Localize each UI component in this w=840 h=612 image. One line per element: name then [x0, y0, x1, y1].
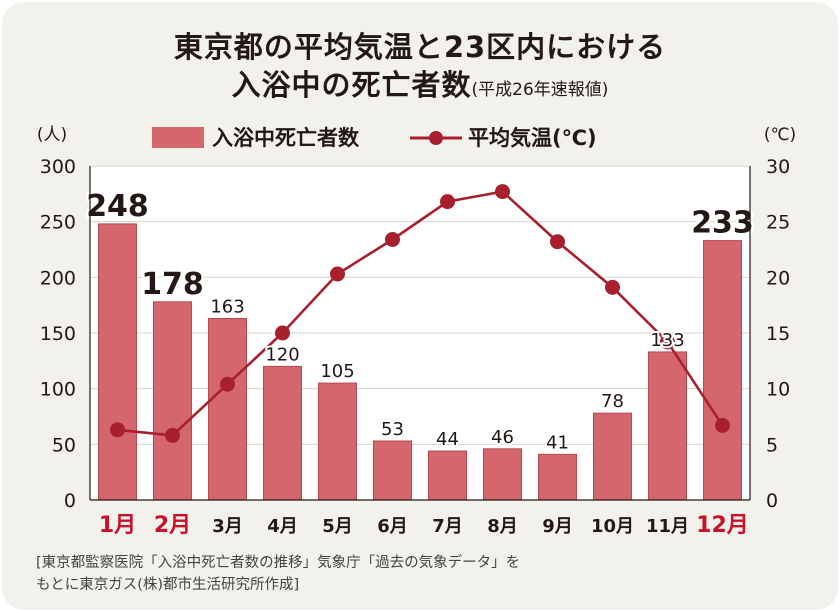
temperature-point	[165, 427, 180, 443]
chart-title-line2: 入浴中の死亡者数(平成26年速報値)	[2, 62, 838, 104]
source-note-line2: もとに東京ガス(株)都市生活研究所作成]	[36, 577, 300, 593]
gridlines	[90, 165, 750, 445]
x-axis-tick-label: 9月	[542, 516, 573, 537]
bar	[483, 448, 522, 501]
temperature-line	[117, 190, 724, 437]
x-axis-tick-label: 8月	[487, 516, 518, 537]
bar	[703, 240, 742, 501]
bar-value-label: 163	[210, 297, 244, 318]
bar-value-label: 44	[436, 429, 459, 450]
left-axis-tick-label: 50	[52, 434, 76, 456]
bar-value-label: 248	[86, 189, 149, 224]
x-axis-tick-label: 2月	[154, 513, 191, 538]
bar-value-labels: 248 178 163 120 105 53 44 46 41 78 133 233	[84, 186, 757, 455]
left-axis-unit-label: (人)	[37, 125, 67, 145]
bar-value-label: 105	[320, 361, 354, 382]
bar	[208, 318, 247, 501]
temperature-point	[220, 376, 235, 392]
right-axis-tick-label: 10	[766, 379, 790, 401]
temperature-point	[495, 184, 510, 200]
bar-value-label: 78	[601, 391, 624, 412]
x-axis-tick-label: 5月	[322, 516, 353, 537]
bar	[318, 382, 357, 501]
bar-value-label: 178	[141, 267, 204, 302]
temperature-point	[330, 266, 345, 282]
left-axis-tick-label: 100	[40, 379, 76, 401]
right-axis-tick-label: 15	[766, 323, 790, 345]
x-axis-tick-label: 10月	[591, 516, 634, 537]
bar-value-label: 120	[265, 344, 299, 365]
temperature-point	[605, 279, 620, 295]
right-axis-tick-label: 5	[766, 434, 778, 456]
temperature-point	[440, 194, 455, 210]
left-axis-tick-label: 300	[40, 156, 76, 178]
bar-value-label: 46	[491, 427, 514, 448]
chart-title-sub: (平成26年速報値)	[471, 80, 609, 100]
chart-title-main: 入浴中の死亡者数	[231, 68, 472, 102]
left-axis-tick-label: 0	[64, 490, 76, 512]
temperature-point	[275, 325, 290, 341]
x-axis-tick-label: 12月	[696, 513, 749, 538]
x-axis-tick-label: 11月	[646, 516, 689, 537]
bar	[593, 412, 632, 501]
bar	[648, 351, 687, 501]
legend: 入浴中死亡者数 平均気温(℃)	[152, 126, 597, 150]
legend-bar-swatch	[152, 127, 204, 148]
left-axis-tick-label: 250	[40, 212, 76, 234]
bar	[373, 440, 412, 501]
temperature-point	[715, 417, 730, 433]
left-axis-tick-label: 200	[40, 267, 76, 289]
left-axis-tick-label: 150	[40, 323, 76, 345]
bar-value-label: 233	[691, 206, 754, 241]
legend-bar-label: 入浴中死亡者数	[212, 126, 360, 150]
x-axis-tick-label: 4月	[267, 516, 298, 537]
bar-value-label: 53	[381, 419, 404, 440]
right-axis-tick-label: 20	[766, 267, 790, 289]
temperature-point	[385, 231, 400, 247]
temperature-point	[110, 422, 125, 438]
bar	[428, 450, 467, 501]
bars	[98, 223, 742, 501]
bar	[538, 453, 577, 501]
bar	[98, 223, 137, 501]
x-axis-tick-label: 1月	[99, 513, 136, 538]
axes: 0 50 100 150 200 250 300 0 5 10 15 20 25 30 1月 2月 3月 4月 5月…	[40, 156, 790, 538]
bar-value-label: 41	[546, 432, 569, 453]
bar-value-label: 133	[650, 330, 684, 351]
right-axis-tick-label: 30	[766, 156, 790, 178]
x-axis-tick-label: 7月	[432, 516, 463, 537]
x-axis-tick-label: 3月	[212, 516, 243, 537]
temperature-line-group	[110, 184, 730, 443]
bar	[153, 301, 192, 501]
legend-line-marker	[429, 131, 443, 145]
temperature-point	[550, 234, 565, 250]
right-axis-tick-label: 0	[766, 490, 778, 512]
legend-line-label: 平均気温(℃)	[468, 126, 597, 150]
source-note-line1: [東京都監察医院「入浴中死亡者数の推移」気象庁「過去の気象データ」を	[36, 555, 521, 571]
temperature-point	[660, 334, 675, 350]
right-axis-unit-label: (℃)	[764, 125, 796, 145]
chart-title-line1: 東京都の平均気温と23区内における	[173, 30, 667, 64]
bar	[263, 365, 302, 501]
right-axis-tick-label: 25	[766, 212, 790, 234]
x-axis-tick-label: 6月	[377, 516, 408, 537]
